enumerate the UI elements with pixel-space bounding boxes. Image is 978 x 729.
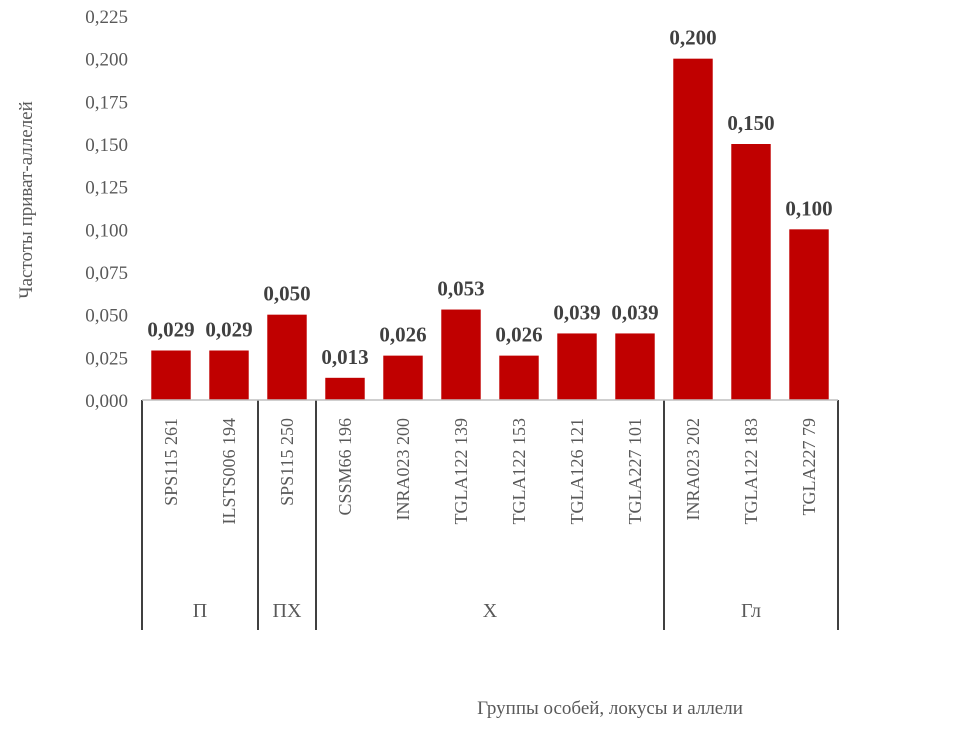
bar <box>499 355 539 400</box>
bar <box>383 355 423 400</box>
x-tick-label: SPS115 250 <box>277 418 297 506</box>
bar <box>209 350 249 400</box>
y-tick-label: 0,075 <box>85 263 128 284</box>
bar <box>789 229 829 400</box>
data-label: 0,053 <box>437 277 484 301</box>
x-tick-label: SPS115 261 <box>161 418 181 506</box>
data-label: 0,050 <box>263 282 310 306</box>
group-label: П <box>193 600 207 622</box>
x-tick-label: TGLA122 153 <box>509 418 529 525</box>
group-label: Х <box>483 600 498 622</box>
bar <box>615 333 655 400</box>
y-axis-ticks: 0,000 0,025 0,050 0,075 0,100 0,125 0,150 0,175… <box>85 7 128 412</box>
data-label: 0,026 <box>495 323 542 347</box>
bar <box>731 144 771 400</box>
data-label: 0,100 <box>785 196 832 220</box>
x-tick-label: TGLA122 139 <box>451 418 471 525</box>
y-tick-label: 0,175 <box>85 92 128 113</box>
x-tick-label: CSSM66 196 <box>335 418 355 516</box>
data-label: 0,026 <box>379 323 426 347</box>
y-tick-label: 0,150 <box>85 135 128 156</box>
data-label: 0,039 <box>611 300 658 324</box>
data-label: 0,200 <box>669 26 716 50</box>
y-tick-label: 0,225 <box>85 7 128 28</box>
data-label: 0,029 <box>147 318 194 342</box>
x-tick-label: TGLA227 101 <box>625 418 645 525</box>
y-tick-label: 0,050 <box>85 306 128 327</box>
y-tick-label: 0,025 <box>85 348 128 369</box>
x-axis-title: Группы особей, локусы и аллели <box>477 698 743 719</box>
data-labels: 0,029 0,029 0,050 0,013 0,026 0,053 0,026 0,039… <box>147 26 832 369</box>
x-tick-label: TGLA227 79 <box>799 418 819 516</box>
data-label: 0,029 <box>205 318 252 342</box>
bar <box>151 350 191 400</box>
bar <box>673 58 713 401</box>
x-tick-label: INRA023 200 <box>393 418 413 521</box>
bar <box>325 377 365 400</box>
y-tick-label: 0,000 <box>85 391 128 412</box>
bar <box>557 333 597 400</box>
data-label: 0,150 <box>727 111 774 135</box>
y-tick-label: 0,200 <box>85 50 128 71</box>
x-axis-group-labels: П ПХ Х Гл <box>193 600 761 622</box>
group-label: ПХ <box>273 600 302 622</box>
y-axis-title: Частоты приват-аллелей <box>16 101 37 299</box>
bar <box>267 314 307 400</box>
group-label: Гл <box>741 600 761 622</box>
group-separators <box>141 400 839 630</box>
y-tick-label: 0,125 <box>85 178 128 199</box>
x-tick-label: TGLA122 183 <box>741 418 761 525</box>
data-label: 0,013 <box>321 345 368 369</box>
x-tick-label: ILSTS006 194 <box>219 418 239 525</box>
x-tick-label: INRA023 202 <box>683 418 703 521</box>
data-label: 0,039 <box>553 300 600 324</box>
x-axis-category-labels: SPS115 261 ILSTS006 194 SPS115 250 CSSM66 1… <box>161 418 819 525</box>
bar <box>441 309 481 400</box>
bars <box>151 58 829 401</box>
y-tick-label: 0,100 <box>85 220 128 241</box>
x-tick-label: TGLA126 121 <box>567 418 587 525</box>
